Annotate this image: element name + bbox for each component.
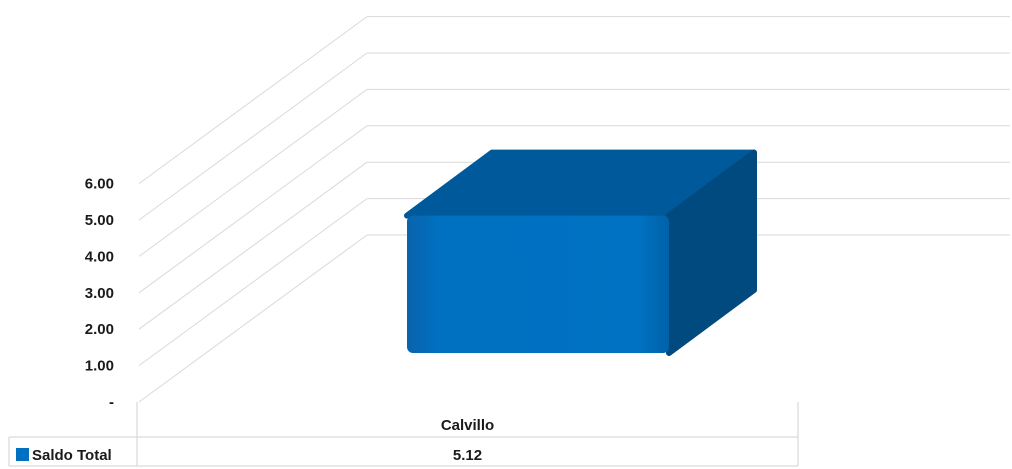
- gridline: [138, 125, 1010, 294]
- bar-front-face: [407, 215, 669, 353]
- legend-key: [16, 448, 29, 461]
- gridline: [138, 52, 1010, 221]
- y-tick-label: 2.00: [85, 321, 114, 338]
- y-tick-label: 3.00: [85, 285, 114, 302]
- data-table: Calvillo Saldo Total 5.12: [8, 402, 799, 467]
- category-label: Calvillo: [441, 417, 494, 434]
- y-tick-label: 5.00: [85, 212, 114, 229]
- y-axis: - 1.00 2.00 3.00 4.00 5.00 6.00: [85, 176, 114, 411]
- bars: [404, 149, 757, 356]
- y-tick-label: 4.00: [85, 248, 114, 265]
- y-tick-label: -: [109, 394, 114, 411]
- y-tick-label: 6.00: [85, 176, 114, 193]
- gridline: [138, 16, 1010, 185]
- series-label: Saldo Total: [32, 447, 112, 464]
- data-value-label: 5.12: [453, 447, 482, 464]
- y-tick-label: 1.00: [85, 358, 114, 375]
- gridline: [138, 88, 1010, 257]
- bar-calvillo: [404, 149, 757, 356]
